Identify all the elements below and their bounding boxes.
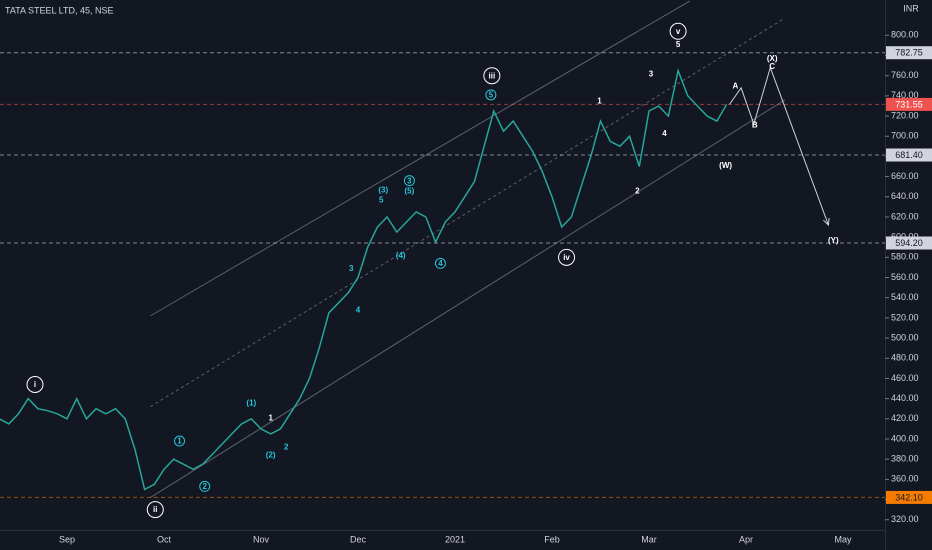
price-tag-label: 782.75	[895, 48, 923, 58]
y-tick-label: 400.00	[891, 433, 919, 443]
y-tick-label: 620.00	[891, 211, 919, 221]
y-tick-label: 360.00	[891, 474, 919, 484]
y-tick-label: 500.00	[891, 332, 919, 342]
y-tick-label: 740.00	[891, 90, 919, 100]
x-tick-label: Apr	[739, 534, 753, 544]
x-tick-label: Oct	[157, 534, 172, 544]
y-tick-label: 660.00	[891, 171, 919, 181]
wave-label: (1)	[246, 398, 256, 407]
y-tick-label: 460.00	[891, 373, 919, 383]
y-tick-label: 480.00	[891, 353, 919, 363]
y-tick-label: 760.00	[891, 70, 919, 80]
y-tick-label: 640.00	[891, 191, 919, 201]
wave-label: 2	[635, 186, 640, 195]
wave-label: iv	[563, 253, 570, 262]
wave-label: 1	[597, 97, 602, 106]
price-tag-label: 342.10	[895, 492, 923, 502]
x-tick-label: May	[834, 534, 852, 544]
wave-label: 1	[268, 413, 273, 422]
y-tick-label: 420.00	[891, 413, 919, 423]
y-tick-label: 380.00	[891, 454, 919, 464]
wave-label: i	[34, 380, 36, 389]
wave-label: 4	[438, 259, 443, 268]
price-tag	[886, 148, 932, 162]
wave-circle	[483, 67, 501, 85]
wave-circle	[174, 435, 186, 447]
price-tag-label: 681.40	[895, 150, 923, 160]
wave-label: (W)	[719, 161, 732, 170]
wave-circle	[434, 257, 446, 269]
currency: INR	[903, 3, 919, 13]
price-tag	[886, 490, 932, 504]
wave-label: (Y)	[828, 236, 839, 245]
projection-arrowhead	[823, 218, 830, 227]
wave-label: 3	[407, 176, 412, 185]
wave-label: (4)	[396, 251, 406, 260]
wave-label: 5	[379, 195, 384, 204]
y-tick-label: 440.00	[891, 393, 919, 403]
price-line	[0, 67, 728, 491]
wave-label: v	[676, 27, 681, 36]
wave-label: 4	[662, 129, 667, 138]
wave-circle	[146, 501, 164, 519]
wave-label: 5	[676, 40, 681, 49]
x-tick-label: Sep	[59, 534, 75, 544]
wave-label: (X)	[767, 54, 778, 63]
wave-label: (3)	[378, 185, 388, 194]
x-tick-label: Feb	[544, 534, 560, 544]
y-tick-label: 800.00	[891, 30, 919, 40]
y-tick-label: 540.00	[891, 292, 919, 302]
price-tag	[886, 46, 932, 60]
wave-label: A	[732, 81, 738, 90]
wave-label: 4	[356, 305, 361, 314]
price-tag	[886, 97, 932, 111]
x-tick-label: Mar	[641, 534, 657, 544]
wave-circle	[558, 248, 576, 266]
chart-title: TATA STEEL LTD, 45, NSE	[5, 5, 114, 15]
trendline	[150, 17, 786, 408]
y-tick-label: 700.00	[891, 131, 919, 141]
wave-label: 3	[649, 69, 654, 78]
y-tick-label: 560.00	[891, 272, 919, 282]
wave-label: iii	[489, 71, 496, 80]
x-tick-label: Nov	[253, 534, 270, 544]
wave-label: ii	[153, 505, 157, 514]
x-tick-label: Dec	[350, 534, 367, 544]
wave-label: 3	[349, 264, 354, 273]
price-tag	[886, 236, 932, 250]
wave-circle	[669, 22, 687, 40]
wave-label: (2)	[266, 451, 276, 460]
wave-circle	[403, 175, 415, 187]
wave-label: B	[752, 121, 758, 130]
x-tick-label: 2021	[445, 534, 465, 544]
y-tick-label: 720.00	[891, 110, 919, 120]
y-tick-label: 320.00	[891, 514, 919, 524]
y-tick-label: 520.00	[891, 312, 919, 322]
wave-circle	[26, 375, 44, 393]
wave-circle	[485, 89, 497, 101]
wave-label: 1	[177, 437, 182, 446]
wave-label: 2	[203, 482, 208, 491]
wave-circle	[199, 480, 211, 492]
y-tick-label: 580.00	[891, 252, 919, 262]
wave-label: 5	[489, 90, 494, 99]
price-tag-label: 731.55	[895, 99, 923, 109]
wave-label: 2	[284, 443, 289, 452]
projection-path	[729, 66, 829, 226]
trendline	[150, 0, 690, 317]
wave-label: (5)	[405, 186, 415, 195]
trendline	[150, 99, 786, 498]
price-tag-label: 594.20	[895, 238, 923, 248]
wave-label: C	[769, 62, 775, 71]
